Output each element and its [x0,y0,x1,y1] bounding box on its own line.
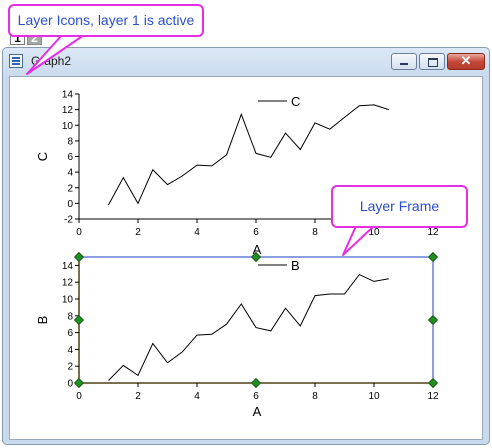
y-tick-label: 8 [67,311,73,322]
y-tick-label: 6 [67,152,73,163]
y-axis-label: C [35,152,50,161]
graph-page [9,76,483,440]
x-tick-label: 8 [312,227,318,238]
x-tick-label: 6 [253,391,259,402]
window-titlebar[interactable]: Graph2 ✕ [3,48,489,76]
selection-handle[interactable] [427,251,439,263]
graph-window-icon[interactable] [9,54,23,68]
series-line-C [108,104,389,206]
x-tick-label: 6 [253,227,259,238]
x-tick-label: 2 [135,227,141,238]
close-button[interactable]: ✕ [447,53,485,70]
x-tick-label: 4 [194,227,200,238]
y-tick-label: 12 [62,105,74,116]
x-tick-label: 10 [368,227,380,238]
selection-handle[interactable] [73,314,85,326]
y-tick-label: 8 [67,136,73,147]
selection-handle[interactable] [250,251,262,263]
x-tick-label: 0 [76,391,82,402]
callout-layer-frame-pointer [342,225,375,256]
y-tick-label: 0 [67,379,73,390]
x-tick-label: 2 [135,391,141,402]
x-tick-label: 4 [194,391,200,402]
selection-handle[interactable] [73,251,85,263]
minimize-icon [400,63,408,65]
graph-window: Graph2 ✕ [2,47,490,445]
y-tick-label: 4 [67,345,73,356]
callout-layer-frame: Layer Frame [331,185,468,228]
y-tick-label: 12 [62,278,74,289]
legend-label: C [291,94,300,109]
y-tick-label: 4 [67,168,73,179]
selection-handle[interactable] [73,377,85,389]
x-tick-label: 12 [427,391,439,402]
selection-handle[interactable] [250,377,262,389]
y-axis-label: B [35,316,50,325]
y-tick-label: 0 [67,199,73,210]
callout-layer-icons-pointer [26,34,85,75]
x-tick-label: 10 [368,391,380,402]
y-tick-label: 6 [67,328,73,339]
y-tick-label: 10 [62,121,74,132]
y-tick-label: -2 [64,215,73,226]
minimize-button[interactable] [391,53,417,70]
selection-handle[interactable] [427,314,439,326]
y-tick-label: 10 [62,295,74,306]
x-axis-label: A [253,242,262,257]
layer-2: 0 2 4 6 8 10 12 0 2 4 6 8 10 12 14 A B B [35,251,439,419]
y-tick-label: 14 [62,261,74,272]
x-tick-label: 12 [427,227,439,238]
maximize-icon [428,58,438,67]
x-axis-label: A [253,404,262,419]
maximize-button[interactable] [419,53,445,70]
y-tick-label: 14 [62,90,74,101]
y-tick-label: 2 [67,362,73,373]
legend-label: B [291,258,300,273]
series-line-B [108,273,389,381]
x-tick-label: 8 [312,391,318,402]
selection-handle[interactable] [427,377,439,389]
callout-layer-icons: Layer Icons, layer 1 is active [8,4,204,37]
close-icon: ✕ [460,53,472,68]
x-tick-label: 0 [76,227,82,238]
y-tick-label: 2 [67,183,73,194]
